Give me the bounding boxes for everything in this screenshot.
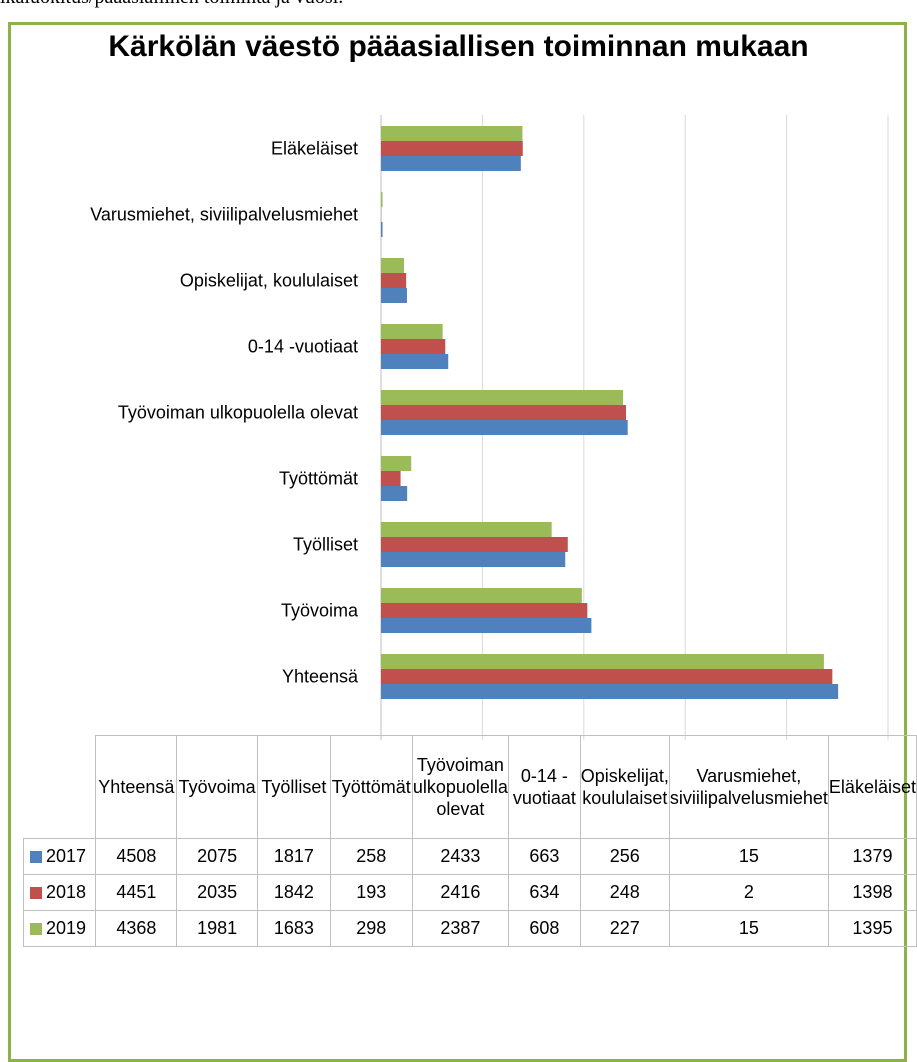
bar-2019 xyxy=(381,390,623,405)
category-label: Yhteensä xyxy=(282,667,359,687)
bar-2018 xyxy=(381,471,401,486)
table-cell: 248 xyxy=(580,875,669,911)
bar-2018 xyxy=(381,603,587,618)
category-label: Eläkeläiset xyxy=(271,139,358,159)
table-cell: 2433 xyxy=(412,839,508,875)
legend-swatch xyxy=(30,923,42,935)
table-cell: 2 xyxy=(669,875,828,911)
table-cell: 663 xyxy=(508,839,580,875)
bar-2019 xyxy=(381,192,383,207)
table-cell: 608 xyxy=(508,911,580,947)
legend-label: 2017 xyxy=(46,846,86,866)
bar-2018 xyxy=(381,405,626,420)
table-cell: 15 xyxy=(669,911,828,947)
category-label: Työttömät xyxy=(279,469,358,489)
table-cell: 4451 xyxy=(96,875,177,911)
table-header-cell: Eläkeläiset xyxy=(828,736,916,839)
table-cell: 1683 xyxy=(258,911,331,947)
bar-2019 xyxy=(381,258,404,273)
table-cell: 1398 xyxy=(828,875,916,911)
bar-2019 xyxy=(381,654,824,669)
category-label: Varusmiehet, siviilipalvelusmiehet xyxy=(90,205,358,225)
table-cell: 298 xyxy=(330,911,412,947)
table-cell: 2075 xyxy=(177,839,258,875)
table-header-cell: 0-14 -vuotiaat xyxy=(508,736,580,839)
bar-2018 xyxy=(381,537,568,552)
table-cell: 15 xyxy=(669,839,828,875)
table-cell: 256 xyxy=(580,839,669,875)
table-header-cell: Varusmiehet, siviilipalvelusmiehet xyxy=(669,736,828,839)
legend-swatch xyxy=(30,887,42,899)
bar-2017 xyxy=(381,618,591,633)
legend-series-cell: 2018 xyxy=(24,875,96,911)
category-label: Työlliset xyxy=(293,535,358,555)
table-cell: 2416 xyxy=(412,875,508,911)
bar-2017 xyxy=(381,684,838,699)
table-cell: 2035 xyxy=(177,875,258,911)
table-cell: 1817 xyxy=(258,839,331,875)
category-label: 0-14 -vuotiaat xyxy=(248,337,358,357)
legend-swatch xyxy=(30,851,42,863)
legend-series-cell: 2017 xyxy=(24,839,96,875)
table-header-cell: Työvoima xyxy=(177,736,258,839)
bar-2017 xyxy=(381,156,521,171)
table-cell: 634 xyxy=(508,875,580,911)
bar-2018 xyxy=(381,339,445,354)
category-label: Työvoima xyxy=(281,601,359,621)
bar-2018 xyxy=(381,669,832,684)
table-header-cell: Opiskelijat, koululaiset xyxy=(580,736,669,839)
bar-2019 xyxy=(381,522,552,537)
table-cell: 1395 xyxy=(828,911,916,947)
table-header-cell: Työvoiman ulkopuolella olevat xyxy=(412,736,508,839)
table-header-cell: Yhteensä xyxy=(96,736,177,839)
table-cell: 227 xyxy=(580,911,669,947)
bar-2017 xyxy=(381,288,407,303)
bar-2019 xyxy=(381,126,522,141)
table-cell: 2387 xyxy=(412,911,508,947)
table-cell: 1981 xyxy=(177,911,258,947)
table-cell: 1379 xyxy=(828,839,916,875)
bar-chart: Yhteensä Työvoima Työlliset Työttömät Työvoi… xyxy=(0,0,917,740)
bar-2017 xyxy=(381,552,565,567)
table-cell: 1842 xyxy=(258,875,331,911)
bar-2017 xyxy=(381,354,448,369)
bar-2019 xyxy=(381,588,582,603)
table-header-cell: Työttömät xyxy=(330,736,412,839)
bar-2017 xyxy=(381,486,407,501)
bar-2017 xyxy=(381,222,383,237)
legend-label: 2018 xyxy=(46,882,86,902)
legend-label: 2019 xyxy=(46,918,86,938)
table-cell: 4368 xyxy=(96,911,177,947)
table-cell: 193 xyxy=(330,875,412,911)
bar-2019 xyxy=(381,456,411,471)
legend-series-cell: 2019 xyxy=(24,911,96,947)
category-label: Opiskelijat, koululaiset xyxy=(180,271,358,291)
table-corner-cell xyxy=(24,736,96,839)
bar-2017 xyxy=(381,420,628,435)
table-cell: 4508 xyxy=(96,839,177,875)
category-label: Työvoiman ulkopuolella olevat xyxy=(118,403,358,423)
bar-2018 xyxy=(381,273,406,288)
bar-2018 xyxy=(381,141,523,156)
table-cell: 258 xyxy=(330,839,412,875)
bar-2019 xyxy=(381,324,443,339)
table-header-cell: Työlliset xyxy=(258,736,331,839)
